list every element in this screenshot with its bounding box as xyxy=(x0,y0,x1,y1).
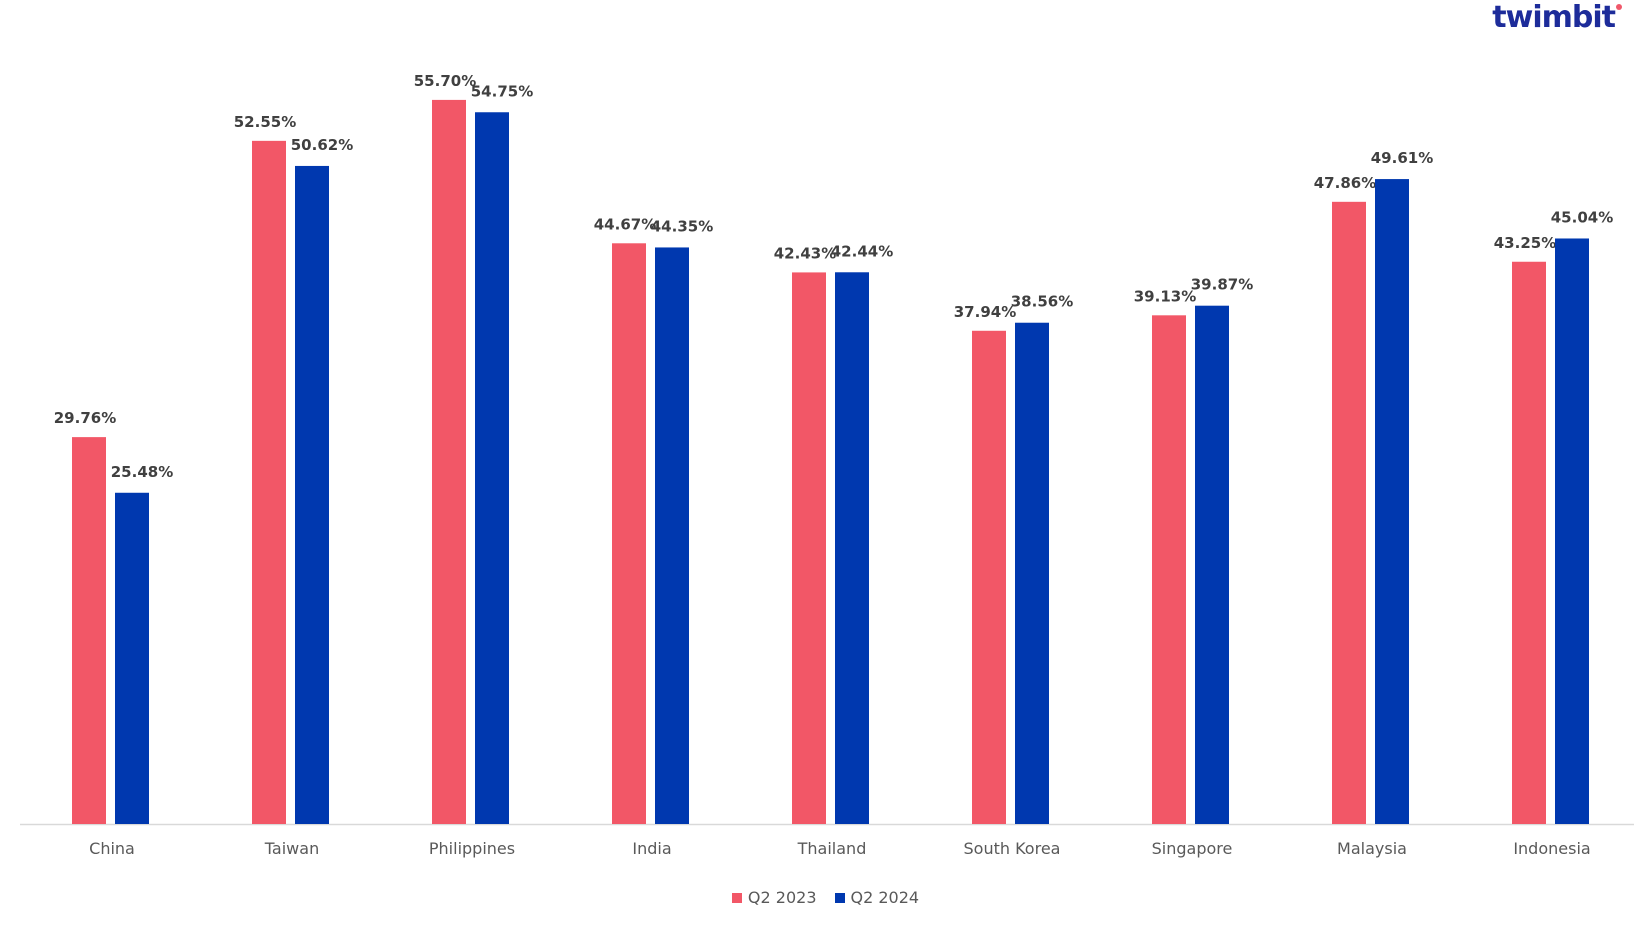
bar-q2-2023-taiwan xyxy=(252,140,286,825)
legend-label-q2-2023: Q2 2023 xyxy=(747,888,817,907)
x-tick-label-indonesia: Indonesia xyxy=(1513,839,1590,858)
data-label-q2-2023-india: 44.67% xyxy=(594,215,656,233)
bar-q2-2024-indonesia xyxy=(1555,238,1589,825)
data-label-q2-2023-china: 29.76% xyxy=(54,409,116,427)
logo-dot-icon xyxy=(1616,4,1622,10)
data-label-q2-2024-india: 44.35% xyxy=(651,217,713,235)
legend-swatch-q2-2024 xyxy=(834,892,845,903)
legend-item-q2-2023: Q2 2023 xyxy=(731,888,817,907)
bar-q2-2024-south-korea xyxy=(1015,322,1049,824)
data-label-q2-2024-thailand: 42.44% xyxy=(831,242,893,260)
bar-q2-2024-taiwan xyxy=(295,165,329,824)
data-label-q2-2024-south-korea: 38.56% xyxy=(1011,293,1073,311)
bar-q2-2024-philippines xyxy=(475,112,509,824)
data-label-q2-2023-singapore: 39.13% xyxy=(1134,287,1196,305)
bar-q2-2023-indonesia xyxy=(1512,261,1546,824)
x-tick-label-india: India xyxy=(632,839,671,858)
bar-q2-2023-india xyxy=(612,243,646,825)
data-label-q2-2024-malaysia: 49.61% xyxy=(1371,149,1433,167)
bar-q2-2023-philippines xyxy=(432,99,466,824)
data-label-q2-2023-malaysia: 47.86% xyxy=(1314,174,1376,192)
bar-q2-2023-china xyxy=(72,437,106,824)
legend: Q2 2023 Q2 2024 xyxy=(0,888,1651,907)
data-label-q2-2023-taiwan: 52.55% xyxy=(234,113,296,131)
bar-q2-2024-india xyxy=(655,247,689,824)
data-label-q2-2023-south-korea: 37.94% xyxy=(954,303,1016,321)
twimbit-logo: twimbit xyxy=(1492,0,1622,36)
legend-label-q2-2024: Q2 2024 xyxy=(850,888,920,907)
data-label-q2-2023-philippines: 55.70% xyxy=(414,72,476,90)
bar-q2-2024-malaysia xyxy=(1375,179,1409,824)
bar-q2-2023-singapore xyxy=(1152,315,1186,824)
x-tick-label-taiwan: Taiwan xyxy=(264,839,319,858)
legend-swatch-q2-2023 xyxy=(731,892,742,903)
x-tick-label-china: China xyxy=(89,839,135,858)
x-tick-label-philippines: Philippines xyxy=(429,839,515,858)
data-label-q2-2024-singapore: 39.87% xyxy=(1191,276,1253,294)
bar-q2-2024-thailand xyxy=(835,272,869,824)
legend-item-q2-2024: Q2 2024 xyxy=(834,888,920,907)
x-tick-label-south-korea: South Korea xyxy=(964,839,1061,858)
x-tick-label-singapore: Singapore xyxy=(1152,839,1233,858)
bar-q2-2023-malaysia xyxy=(1332,201,1366,824)
x-tick-label-thailand: Thailand xyxy=(797,839,867,858)
data-label-q2-2024-china: 25.48% xyxy=(111,463,173,481)
bar-q2-2023-south-korea xyxy=(972,330,1006,824)
logo-text: twimbit xyxy=(1492,0,1616,35)
data-label-q2-2024-philippines: 54.75% xyxy=(471,82,533,100)
bar-q2-2023-thailand xyxy=(792,272,826,824)
bar-q2-2024-singapore xyxy=(1195,305,1229,824)
data-label-q2-2024-taiwan: 50.62% xyxy=(291,136,353,154)
data-label-q2-2023-thailand: 42.43% xyxy=(774,244,836,262)
x-tick-label-malaysia: Malaysia xyxy=(1337,839,1407,858)
bar-q2-2024-china xyxy=(115,492,149,824)
data-label-q2-2024-indonesia: 45.04% xyxy=(1551,208,1613,226)
data-label-q2-2023-indonesia: 43.25% xyxy=(1494,234,1556,252)
